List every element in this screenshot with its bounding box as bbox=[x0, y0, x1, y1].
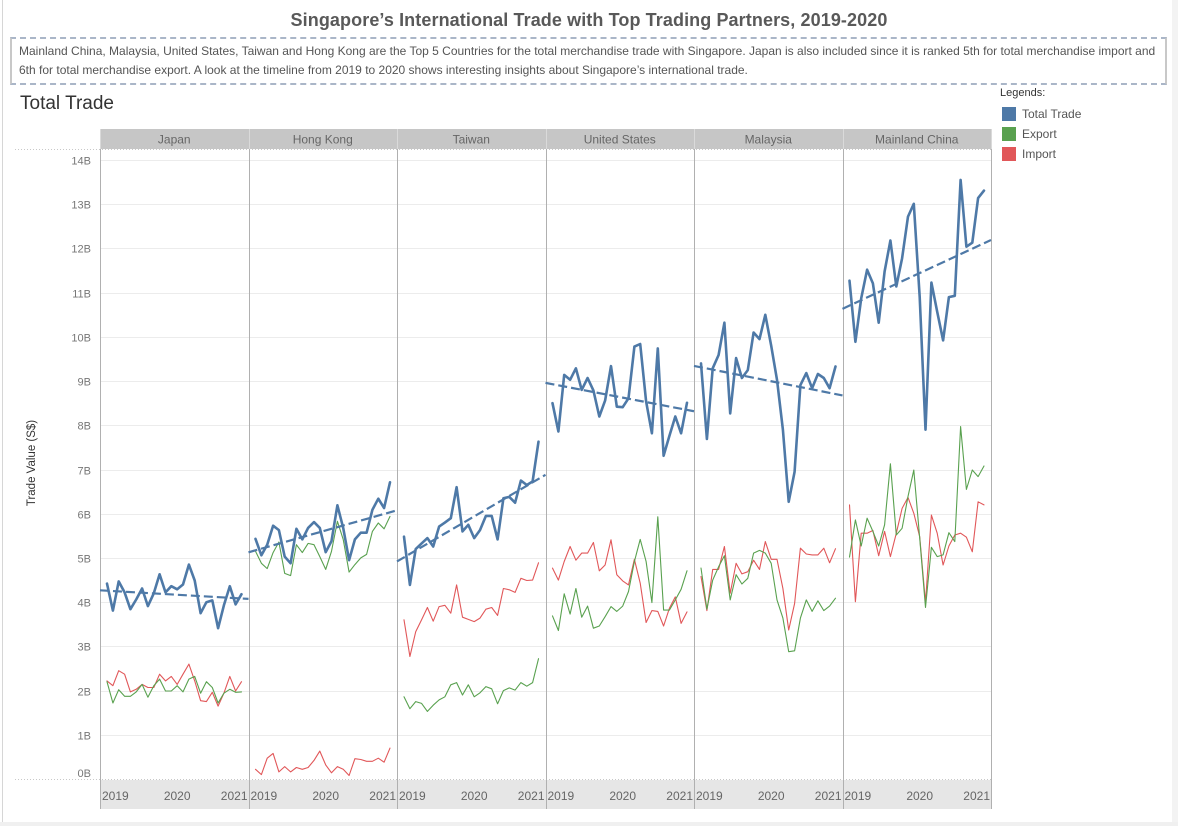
x-tick-label: 2019 bbox=[102, 789, 129, 803]
line-united-states-export[interactable] bbox=[551, 516, 688, 632]
line-malaysia-total-trade[interactable] bbox=[699, 313, 837, 504]
dashboard-left-border bbox=[2, 0, 3, 822]
line-malaysia-export[interactable] bbox=[700, 549, 837, 653]
y-tick-label: 4B bbox=[78, 598, 91, 610]
x-tick-label: 2021 bbox=[369, 789, 396, 803]
y-tick-label: 5B bbox=[78, 554, 91, 566]
trendline-united-states[interactable] bbox=[545, 381, 695, 413]
description-text: Mainland China, Malaysia, United States,… bbox=[19, 44, 1156, 77]
line-hong-kong-total-trade[interactable] bbox=[254, 480, 392, 565]
y-tick-label: 3B bbox=[78, 642, 91, 654]
legend-label: Export bbox=[1022, 127, 1057, 141]
panel-header-hong-kong: Hong Kong bbox=[293, 133, 353, 147]
trendline-malaysia[interactable] bbox=[693, 364, 843, 397]
x-tick-label: 2019 bbox=[399, 789, 426, 803]
panel-header-taiwan: Taiwan bbox=[453, 133, 490, 147]
line-united-states-total-trade[interactable] bbox=[551, 342, 689, 458]
page-bottom-margin bbox=[0, 822, 1178, 826]
sheet-title: Total Trade bbox=[20, 93, 114, 114]
x-tick-label: 2021 bbox=[666, 789, 693, 803]
x-tick-label: 2020 bbox=[164, 789, 191, 803]
panel-header-japan: Japan bbox=[158, 133, 191, 147]
line-taiwan-export[interactable] bbox=[403, 658, 540, 712]
x-tick-label: 2021 bbox=[518, 789, 545, 803]
x-tick-label: 2020 bbox=[461, 789, 488, 803]
y-tick-label: 2B bbox=[78, 687, 91, 699]
y-axis-title: Trade Value (S$) bbox=[26, 419, 38, 507]
y-tick-label: 11B bbox=[72, 289, 91, 301]
x-tick-label: 2019 bbox=[548, 789, 575, 803]
line-united-states-import[interactable] bbox=[551, 539, 688, 627]
panel-header-united-states: United States bbox=[584, 133, 656, 147]
x-tick-label: 2019 bbox=[845, 789, 872, 803]
line-mainland-china-export[interactable] bbox=[848, 426, 985, 609]
x-tick-label: 2021 bbox=[221, 789, 248, 803]
legend-title: Legends: bbox=[1000, 87, 1046, 99]
x-tick-label: 2020 bbox=[312, 789, 339, 803]
x-tick-label: 2020 bbox=[906, 789, 933, 803]
line-malaysia-import[interactable] bbox=[700, 541, 837, 631]
y-tick-label: 10B bbox=[71, 333, 91, 345]
y-tick-label: 7B bbox=[78, 466, 91, 478]
dashboard-title: Singapore’s International Trade with Top… bbox=[290, 10, 888, 30]
line-taiwan-import[interactable] bbox=[403, 562, 540, 658]
line-hong-kong-import[interactable] bbox=[254, 747, 391, 777]
x-axis-band bbox=[100, 780, 991, 809]
legend-swatch-import bbox=[1002, 147, 1016, 161]
y-tick-label: 12B bbox=[71, 244, 91, 256]
x-tick-label: 2021 bbox=[815, 789, 842, 803]
y-tick-label: 6B bbox=[78, 510, 91, 522]
legend-item-total-trade[interactable]: Total Trade bbox=[1000, 104, 1081, 124]
line-japan-export[interactable] bbox=[106, 675, 243, 704]
y-tick-label: 14B bbox=[71, 156, 91, 168]
x-tick-label: 2021 bbox=[963, 789, 990, 803]
description-box: Mainland China, Malaysia, United States,… bbox=[10, 37, 1167, 85]
legend-label: Import bbox=[1022, 147, 1057, 161]
line-japan-import[interactable] bbox=[106, 663, 243, 707]
y-tick-label: 8B bbox=[78, 421, 91, 433]
x-tick-label: 2019 bbox=[251, 789, 278, 803]
panel-header-mainland-china: Mainland China bbox=[875, 133, 959, 147]
line-taiwan-total-trade[interactable] bbox=[402, 440, 540, 587]
x-tick-label: 2020 bbox=[758, 789, 785, 803]
legend: Legends: Total Trade Export Import bbox=[1000, 87, 1081, 164]
panel-header-malaysia: Malaysia bbox=[745, 133, 793, 147]
page-right-margin bbox=[1172, 0, 1178, 826]
x-tick-label: 2019 bbox=[696, 789, 723, 803]
line-hong-kong-export[interactable] bbox=[254, 515, 391, 577]
trendline-japan[interactable] bbox=[99, 589, 249, 600]
y-tick-label: 9B bbox=[78, 377, 91, 389]
line-japan-total-trade[interactable] bbox=[105, 563, 243, 630]
y-tick-label: 1B bbox=[78, 731, 91, 743]
line-mainland-china-total-trade[interactable] bbox=[848, 178, 986, 432]
x-tick-label: 2020 bbox=[609, 789, 636, 803]
legend-swatch-export bbox=[1002, 127, 1016, 141]
legend-item-export[interactable]: Export bbox=[1000, 124, 1081, 144]
legend-swatch-total-trade bbox=[1002, 107, 1016, 121]
trendline-mainland-china[interactable] bbox=[842, 239, 992, 310]
legend-label: Total Trade bbox=[1022, 107, 1082, 121]
panel-header-band bbox=[100, 129, 991, 149]
y-tick-label: 0B bbox=[78, 768, 91, 780]
y-tick-label: 13B bbox=[71, 200, 91, 212]
legend-item-import[interactable]: Import bbox=[1000, 144, 1081, 164]
line-mainland-china-import[interactable] bbox=[848, 496, 985, 604]
trendline-taiwan[interactable] bbox=[396, 473, 547, 563]
